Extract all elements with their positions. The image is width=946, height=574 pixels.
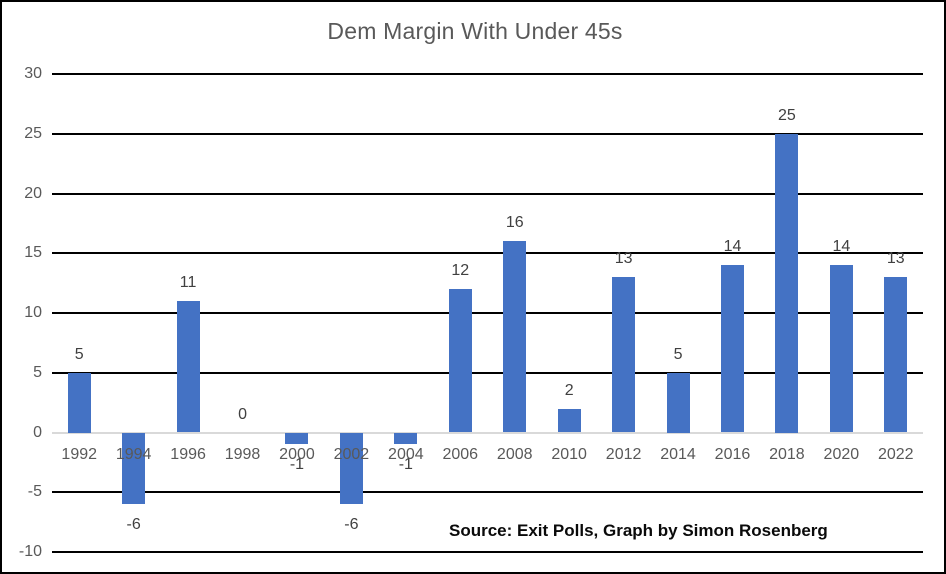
x-tick-label: 2008 xyxy=(496,445,533,463)
gridline xyxy=(52,252,923,255)
y-tick-label: 20 xyxy=(24,184,42,202)
x-tick-label: 2012 xyxy=(605,445,642,463)
bar-value-label: 16 xyxy=(505,214,524,232)
x-tick-label: 2014 xyxy=(660,445,696,463)
bar xyxy=(666,372,690,433)
x-tick-label: 2002 xyxy=(333,445,370,463)
y-tick-label: 0 xyxy=(33,423,42,441)
bar-value-label: 13 xyxy=(614,250,633,268)
y-tick-label: 30 xyxy=(24,65,42,82)
bar-value-label: 12 xyxy=(451,262,470,280)
bar-value-label: 0 xyxy=(238,405,247,423)
bar xyxy=(339,432,363,505)
source-note: Source: Exit Polls, Graph by Simon Rosen… xyxy=(449,521,828,540)
x-tick-label: 1996 xyxy=(170,445,206,463)
gridline xyxy=(52,73,923,75)
bar xyxy=(557,408,581,433)
bar xyxy=(122,432,146,505)
bar-value-label: 5 xyxy=(74,345,84,363)
x-tick-label: 2020 xyxy=(823,445,860,463)
bar xyxy=(884,277,908,433)
bar-value-label: 14 xyxy=(832,238,851,256)
gridline xyxy=(52,371,923,374)
x-tick-label: 2016 xyxy=(714,445,751,463)
x-tick-label: 1998 xyxy=(224,445,261,463)
bar-value-label: 5 xyxy=(673,345,683,363)
bar xyxy=(448,289,472,433)
bar-value-label: 2 xyxy=(564,381,574,399)
x-tick-label: 1994 xyxy=(115,445,152,463)
bar xyxy=(612,277,636,433)
y-tick-label: -5 xyxy=(27,483,42,501)
bar xyxy=(720,265,744,433)
gridline xyxy=(52,132,923,135)
y-tick-label: 15 xyxy=(24,244,42,262)
bar xyxy=(285,432,309,445)
bar-value-label: -1 xyxy=(289,456,305,474)
gridline xyxy=(52,551,923,553)
bar xyxy=(176,301,200,433)
x-tick-label: 2010 xyxy=(551,445,587,463)
x-tick-label: 2006 xyxy=(442,445,479,463)
bar xyxy=(829,265,853,433)
x-tick-label: 2018 xyxy=(769,445,805,463)
x-tick-label: 1992 xyxy=(61,445,98,463)
gridline xyxy=(52,312,923,314)
bar-value-label: 14 xyxy=(723,238,742,256)
y-tick-label: 5 xyxy=(33,363,42,381)
bar-value-label: 11 xyxy=(179,274,197,292)
bar xyxy=(394,432,418,445)
x-tick-label: 2004 xyxy=(388,445,424,463)
bar-value-label: -1 xyxy=(398,456,413,474)
x-tick-label: 2000 xyxy=(279,445,315,463)
y-tick-label: 25 xyxy=(24,124,42,142)
zero-axis-line xyxy=(52,431,923,434)
bar-value-label: -6 xyxy=(344,516,359,534)
bar xyxy=(67,372,91,433)
bar-value-label: 25 xyxy=(778,106,796,124)
y-tick-label: -10 xyxy=(18,543,42,560)
bar xyxy=(775,133,799,433)
gridline xyxy=(52,491,923,494)
gridline xyxy=(52,192,923,195)
y-tick-label: 10 xyxy=(24,304,42,321)
bar-value-label: 13 xyxy=(886,250,905,268)
x-tick-label: 2022 xyxy=(877,445,914,463)
bar-value-label: -6 xyxy=(126,516,141,534)
bar xyxy=(503,241,527,433)
chart-title: Dem Margin With Under 45s xyxy=(327,18,623,44)
